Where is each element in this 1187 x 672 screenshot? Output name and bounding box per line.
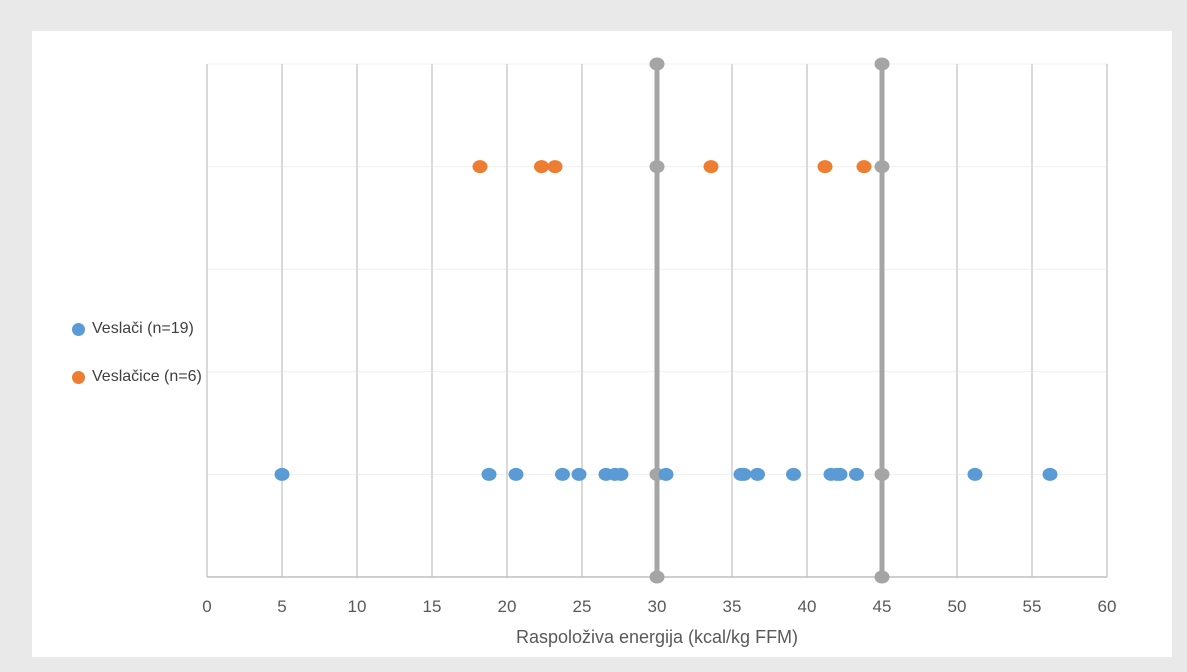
legend-marker-veslacice: [72, 370, 85, 384]
data-point-veslacice: [703, 160, 719, 174]
x-tick-label: 30: [648, 597, 667, 616]
data-point-veslaci: [555, 467, 570, 481]
reference-point: [874, 57, 890, 71]
reference-point: [874, 570, 890, 584]
x-tick-label: 60: [1098, 597, 1117, 616]
legend-label-veslaci: Veslači (n=19): [92, 320, 194, 337]
x-tick-label: 20: [498, 597, 517, 616]
data-point-veslaci: [786, 467, 801, 481]
data-point-veslaci: [613, 467, 629, 481]
data-point-veslaci: [571, 467, 587, 481]
legend-label-veslacice: Veslačice (n=6): [92, 368, 202, 385]
x-tick-label: 25: [573, 597, 592, 616]
data-point-veslaci: [274, 467, 290, 481]
x-tick-label: 0: [202, 597, 211, 616]
scatter-chart: 0 5 10 15 20 25 30 35 40 45 50 55 60 Raspoloživa ener…: [202, 57, 1117, 647]
data-point-veslaci: [967, 467, 983, 481]
legend-item-veslaci: Veslači (n=19): [72, 318, 202, 340]
data-point-veslacice: [817, 160, 833, 174]
legend-item-veslacice: Veslačice (n=6): [72, 366, 202, 388]
x-tick-label: 10: [348, 597, 367, 616]
data-point-veslaci: [829, 467, 845, 481]
legend-marker-veslaci: [72, 322, 85, 336]
x-tick-label: 40: [798, 597, 817, 616]
data-point-veslacice: [547, 160, 563, 174]
x-tick-label: 50: [948, 597, 967, 616]
x-tick-label: 45: [873, 597, 892, 616]
x-axis-title: Raspoloživa energija (kcal/kg FFM): [516, 627, 798, 647]
x-tick-label: 35: [723, 597, 742, 616]
data-point-veslaci: [508, 467, 524, 481]
chart-frame: 0 5 10 15 20 25 30 35 40 45 50 55 60 Raspoloživa ener…: [32, 31, 1172, 657]
reference-point: [649, 57, 665, 71]
data-point-veslaci: [658, 467, 674, 481]
reference-point: [649, 160, 665, 174]
reference-point: [874, 467, 890, 481]
data-point-veslaci: [1042, 467, 1058, 481]
reference-point: [874, 160, 890, 174]
x-tick-label: 5: [277, 597, 286, 616]
data-point-veslaci: [481, 467, 497, 481]
data-point-veslaci: [849, 467, 864, 481]
data-point-veslacice: [534, 160, 549, 174]
x-tick-label: 15: [423, 597, 442, 616]
data-point-veslaci: [750, 467, 765, 481]
data-point-veslaci: [736, 467, 752, 481]
legend: Veslači (n=19) Veslačice (n=6): [72, 318, 202, 414]
data-point-veslacice: [472, 160, 488, 174]
reference-point: [649, 570, 665, 584]
data-point-veslacice: [856, 160, 872, 174]
x-tick-label: 55: [1023, 597, 1042, 616]
